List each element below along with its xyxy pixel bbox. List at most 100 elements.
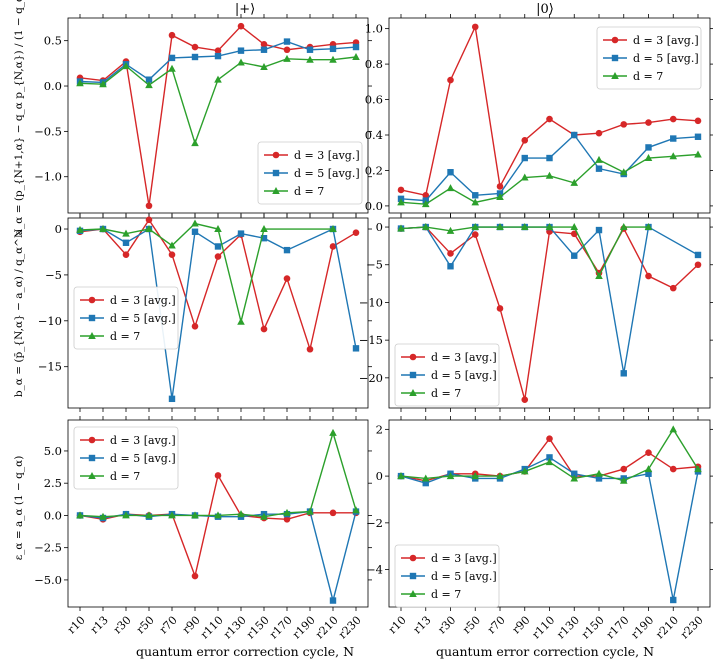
data-point <box>496 193 504 201</box>
data-point <box>214 243 222 250</box>
legend-marker <box>409 590 417 597</box>
data-point <box>260 225 268 233</box>
data-point <box>471 472 480 480</box>
data-point <box>260 234 268 242</box>
data-point <box>447 263 454 270</box>
legend-marker <box>611 54 619 62</box>
data-point <box>191 228 199 235</box>
series-d7 <box>397 425 702 484</box>
y-tick-label: −15 <box>38 360 62 374</box>
legend-box <box>394 544 500 608</box>
data-point <box>447 250 454 257</box>
data-point <box>122 229 130 237</box>
legend-label: d = 7 <box>431 387 461 400</box>
data-point <box>99 512 107 520</box>
data-point <box>546 454 553 461</box>
data-point <box>306 507 314 515</box>
data-point <box>237 22 245 30</box>
data-point <box>422 479 429 487</box>
data-point <box>571 131 578 139</box>
data-point <box>545 223 554 231</box>
y-tick-label: 0.2 <box>365 163 383 177</box>
data-point <box>421 223 430 231</box>
data-point <box>283 38 291 45</box>
x-tick-label: r230 <box>336 614 364 642</box>
data-point <box>237 317 245 325</box>
data-point <box>644 154 653 162</box>
data-point <box>496 305 504 312</box>
y-tick-label: −10 <box>38 314 62 328</box>
legend-label: d = 5 [avg.] <box>431 369 497 382</box>
data-point <box>145 202 153 210</box>
legend: d = 3 [avg.] d = 5 [avg.] d = 7 <box>257 141 363 205</box>
data-point <box>122 239 130 246</box>
data-point <box>260 46 268 53</box>
x-tick-label: r190 <box>290 614 318 642</box>
y-tick-label: 0.6 <box>365 93 383 107</box>
data-point <box>645 470 652 477</box>
data-point <box>645 449 652 457</box>
data-point <box>670 135 677 142</box>
data-point <box>694 133 702 140</box>
panel-0: −1.0−0.50.00.5d = 3 [avg.]d = 5 [avg.]d … <box>34 14 372 217</box>
legend-marker <box>272 169 280 177</box>
series-line <box>79 227 357 399</box>
data-point <box>397 224 405 232</box>
x-tick-label: r170 <box>604 614 632 642</box>
data-point <box>191 219 199 227</box>
series-line <box>79 473 356 579</box>
legend-marker <box>88 296 96 304</box>
x-axis-label-right: quantum error correction cycle, N <box>436 644 654 659</box>
data-point <box>397 198 405 206</box>
legend-label: d = 5 [avg.] <box>294 167 360 180</box>
data-point <box>694 465 702 473</box>
data-point <box>521 154 528 162</box>
data-point <box>122 251 130 259</box>
data-point <box>620 465 628 473</box>
data-point <box>191 511 199 519</box>
data-point <box>168 241 176 249</box>
data-point <box>447 169 454 176</box>
y-tick-label: −10 <box>359 295 383 309</box>
data-point <box>168 31 176 39</box>
legend-label: d = 5 [avg.] <box>110 452 176 465</box>
y-tick-label: 0.0 <box>365 199 383 213</box>
series-line <box>79 222 333 322</box>
data-point <box>446 472 455 480</box>
y-tick-label: 0 <box>55 222 62 236</box>
legend-marker <box>272 187 280 194</box>
y-tick-label: 5.0 <box>44 444 62 458</box>
legend-marker <box>88 454 96 462</box>
x-tick-label: r190 <box>629 614 657 642</box>
x-tick-label: r70 <box>485 614 508 637</box>
y-axis-label-b: b_α = (p̄_{N,α} − a_α) / q_α^N <box>13 229 25 397</box>
legend-marker <box>409 353 417 361</box>
x-tick-label: r50 <box>460 614 483 637</box>
data-point <box>283 246 291 254</box>
data-point <box>214 225 222 233</box>
legend: d = 3 [avg.] d = 5 [avg.] d = 7 <box>596 26 702 90</box>
series-d7 <box>397 150 702 208</box>
y-axis-label-epsilon: ε_α = a_α (1 − q_α) <box>13 456 25 561</box>
legend-marker <box>409 389 417 396</box>
legend-marker <box>611 72 619 79</box>
data-point <box>520 467 529 475</box>
data-point <box>471 198 480 206</box>
x-tick-label: r130 <box>554 614 582 642</box>
data-point <box>447 76 454 84</box>
data-point <box>329 55 337 63</box>
data-point <box>191 323 199 330</box>
data-point <box>145 81 153 89</box>
y-tick-label: 0.4 <box>365 128 383 142</box>
y-tick-label: 2 <box>376 422 383 436</box>
x-tick-label: r10 <box>386 614 409 637</box>
data-point <box>471 223 480 231</box>
legend-label: d = 7 <box>294 185 324 198</box>
data-point <box>237 230 245 237</box>
data-point <box>237 47 245 54</box>
data-point <box>571 252 578 259</box>
data-point <box>669 284 677 292</box>
data-point <box>694 150 702 158</box>
legend-label: d = 7 <box>110 470 140 483</box>
x-tick-label: r170 <box>267 614 295 642</box>
